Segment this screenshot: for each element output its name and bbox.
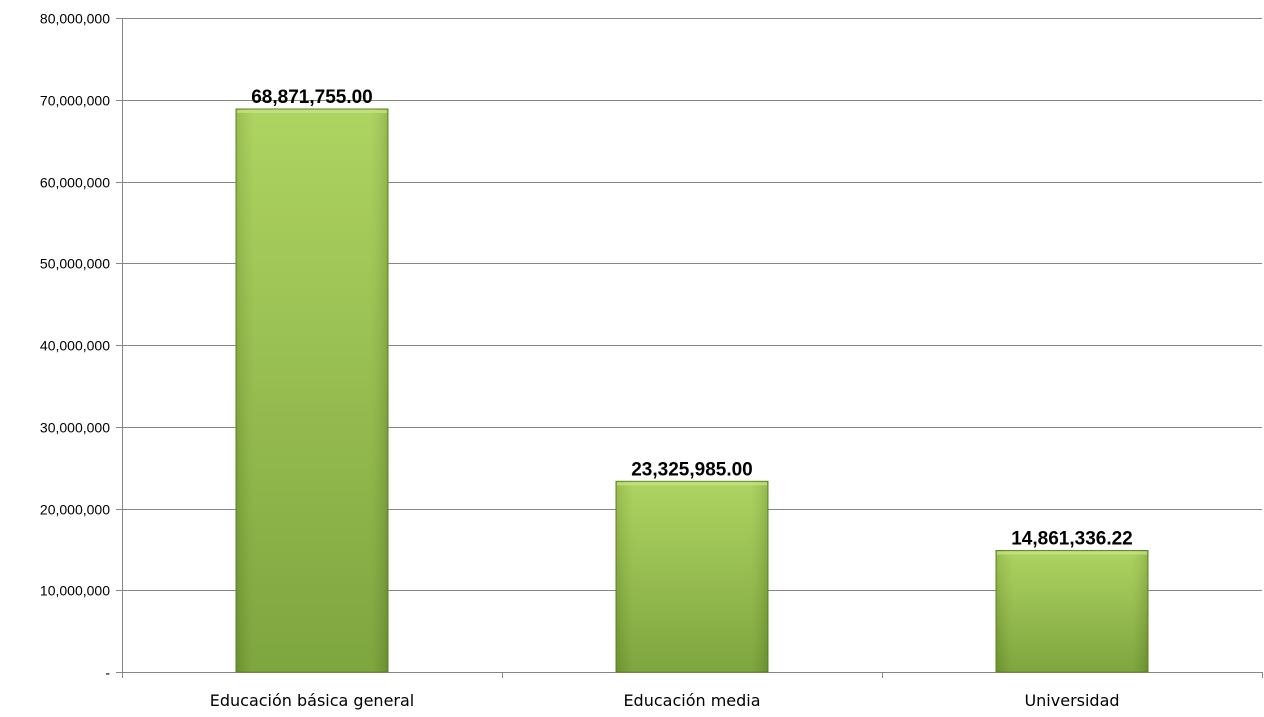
y-tick-label: 50,000,000 <box>40 256 110 272</box>
bar-shading <box>236 108 388 673</box>
y-tick-label: 20,000,000 <box>40 502 110 518</box>
data-label: 68,871,755.00 <box>251 87 373 108</box>
data-label: 14,861,336.22 <box>1011 529 1133 550</box>
bar-top-highlight <box>237 109 387 113</box>
bars <box>235 108 1149 673</box>
y-tick-label: 40,000,000 <box>40 338 110 354</box>
labels: - 10,000,000 20,000,000 30,000,000 40,000,00… <box>40 11 1133 711</box>
y-tick-label: 10,000,000 <box>40 583 110 599</box>
data-label: 23,325,985.00 <box>631 459 753 480</box>
y-tick-label: 60,000,000 <box>40 175 110 191</box>
y-tick-label: - <box>105 665 110 681</box>
y-tick-label: 70,000,000 <box>40 93 110 109</box>
bar-shading <box>616 481 768 672</box>
x-category-label: Educación básica general <box>210 691 415 710</box>
bar-top-highlight <box>997 551 1147 555</box>
x-category-label: Universidad <box>1024 691 1119 710</box>
y-tick-label: 30,000,000 <box>40 420 110 436</box>
bar-top-highlight <box>617 482 767 486</box>
x-category-label: Educación media <box>623 691 760 710</box>
y-tick-label: 80,000,000 <box>40 11 110 27</box>
bar-shading <box>996 550 1148 672</box>
